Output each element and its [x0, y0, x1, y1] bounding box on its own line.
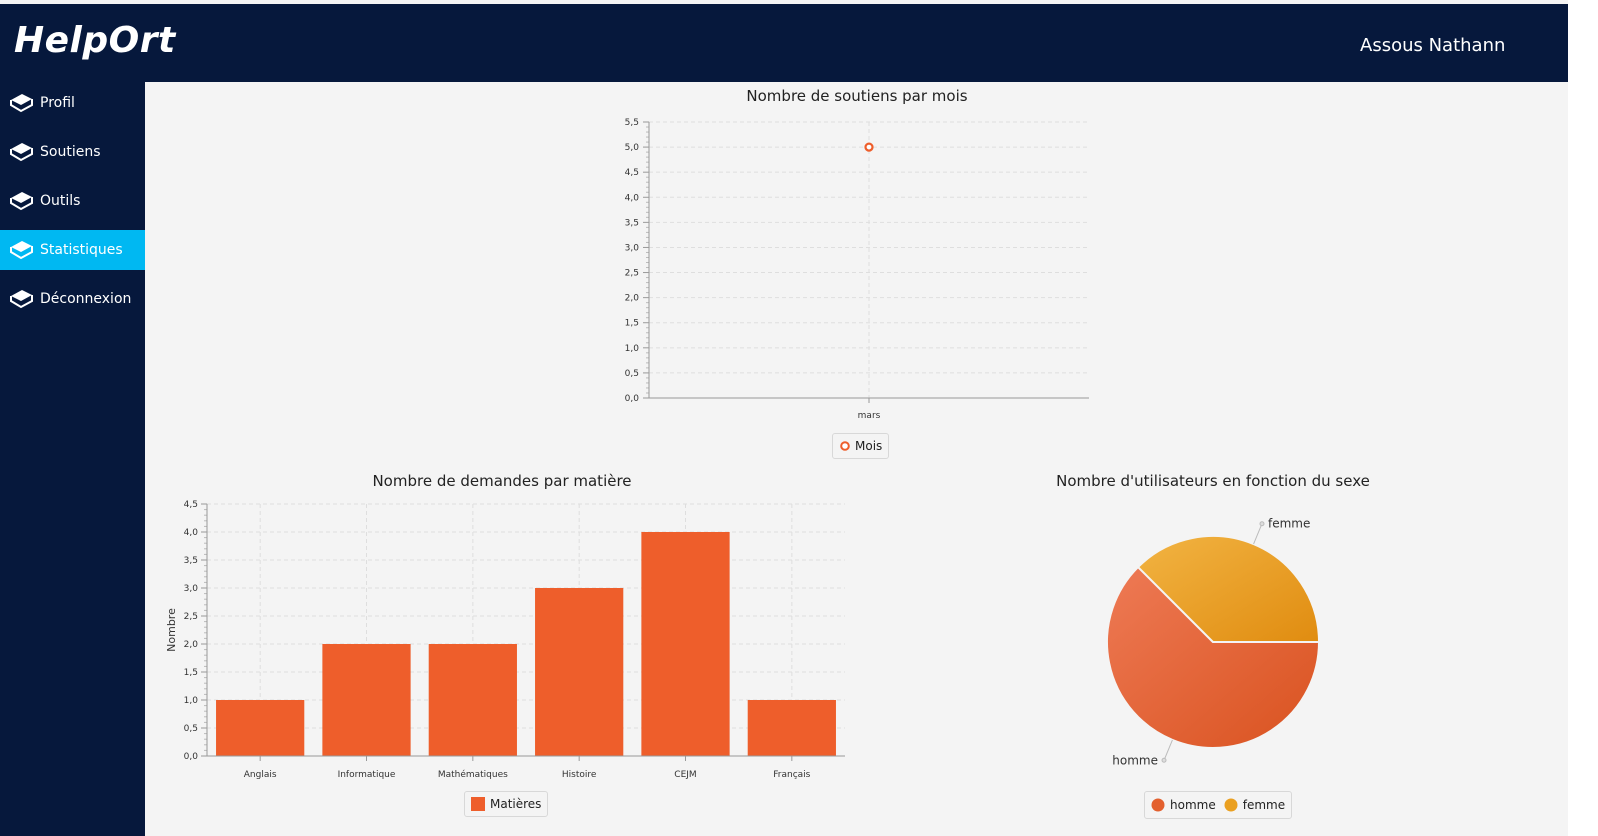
- pie-chart: homme femme: [1106, 517, 1321, 767]
- bar: [747, 700, 836, 756]
- y-tick-label: 4,0: [625, 193, 640, 203]
- pie-chart-title: Nombre d'utilisateurs en fonction du sex…: [1056, 472, 1370, 490]
- legend-swatch-homme-icon: [1151, 798, 1165, 812]
- y-tick-label: 1,5: [184, 668, 198, 678]
- y-tick-label: 1,0: [625, 344, 640, 354]
- sidebar-item-label: Profil: [40, 95, 75, 111]
- book-icon: [10, 290, 33, 309]
- statistics-panel: Nombre de soutiens par mois 0,0 0,5 1,0 1,5…: [145, 82, 1568, 836]
- y-tick-label: 2,0: [625, 294, 640, 304]
- x-tick-label: Mathématiques: [438, 769, 508, 780]
- y-axis-label: Nombre: [165, 608, 178, 652]
- pie-slice-homme: [1106, 565, 1321, 749]
- pie-label-line: [1253, 523, 1263, 545]
- x-tick-label: Français: [773, 770, 810, 780]
- bar: [428, 644, 517, 756]
- line-chart-legend: Mois: [832, 433, 890, 459]
- book-icon: [10, 241, 33, 260]
- data-point: [864, 142, 874, 152]
- book-icon: [10, 94, 33, 113]
- pie-slice-femme: [1136, 535, 1321, 643]
- sidebar-item-1[interactable]: Soutiens: [0, 132, 145, 172]
- y-tick-label: 3,0: [625, 243, 640, 253]
- y-tick-label: 0,0: [184, 752, 199, 762]
- x-tick-label: Informatique: [338, 770, 396, 780]
- bar: [641, 532, 730, 756]
- y-tick-label: 4,5: [625, 168, 639, 178]
- bar: [216, 700, 305, 756]
- sidebar-item-0[interactable]: Profil: [0, 83, 145, 123]
- y-tick-label: 4,0: [184, 528, 199, 538]
- user-name[interactable]: Assous Nathann: [1360, 35, 1506, 56]
- legend-label-femme: femme: [1242, 798, 1286, 812]
- legend-label: Mois: [855, 439, 883, 453]
- sidebar: Profil Soutiens Outils Statistiques Déconnex…: [0, 82, 145, 836]
- sidebar-item-label: Outils: [40, 193, 81, 209]
- legend-swatch-femme-icon: [1224, 798, 1238, 812]
- book-icon: [10, 143, 33, 162]
- legend-label-homme: homme: [1170, 798, 1216, 812]
- line-chart: 0,0 0,5 1,0 1,5 2,0 2,5 3,0 3,5 4,0 4,5 5,0 5,5 mars: [625, 118, 1089, 421]
- sidebar-item-label: Soutiens: [40, 144, 101, 160]
- y-tick-label: 3,5: [184, 556, 198, 566]
- y-tick-label: 3,5: [625, 218, 639, 228]
- pie-label-femme: femme: [1268, 517, 1310, 531]
- bar: [322, 644, 411, 756]
- y-tick-label: 1,0: [184, 696, 199, 706]
- bar-chart: 0,0 0,5 1,0 1,5 2,0 2,5 3,0 3,5 4,0 4,5 Nombre Angl…: [165, 500, 845, 780]
- y-tick-label: 5,5: [625, 118, 639, 128]
- pie-label-dot: [1259, 521, 1265, 527]
- bar: [535, 588, 624, 756]
- x-tick-label: Histoire: [562, 770, 597, 780]
- y-tick-label: 0,5: [184, 724, 198, 734]
- y-tick-label: 2,5: [184, 612, 198, 622]
- y-tick-label: 0,0: [625, 394, 640, 404]
- sidebar-item-3[interactable]: Statistiques: [0, 230, 145, 270]
- x-tick-label: mars: [858, 411, 881, 421]
- y-tick-label: 3,0: [184, 584, 199, 594]
- x-tick-label: Anglais: [244, 770, 277, 780]
- pie-label-homme: homme: [1112, 753, 1158, 767]
- sidebar-item-2[interactable]: Outils: [0, 181, 145, 221]
- y-tick-label: 2,5: [625, 269, 639, 279]
- sidebar-item-4[interactable]: Déconnexion: [0, 279, 145, 319]
- book-icon: [10, 192, 33, 211]
- bar-chart-title: Nombre de demandes par matière: [372, 472, 632, 490]
- app-logo: HelpOrt: [14, 20, 176, 61]
- top-header: HelpOrt Assous Nathann: [0, 4, 1568, 82]
- legend-swatch-icon: [471, 797, 485, 811]
- legend-marker-icon: [840, 441, 850, 451]
- y-tick-label: 4,5: [184, 500, 198, 510]
- pie-chart-legend: homme femme: [1144, 791, 1293, 819]
- legend-label: Matières: [490, 797, 542, 811]
- y-tick-label: 5,0: [625, 143, 640, 153]
- bar-chart-legend: Matières: [464, 791, 549, 817]
- window-right-edge: [1568, 0, 1598, 836]
- y-tick-label: 2,0: [184, 640, 199, 650]
- sidebar-item-label: Déconnexion: [40, 291, 132, 307]
- x-tick-label: CEJM: [674, 770, 696, 780]
- sidebar-item-label: Statistiques: [40, 242, 123, 258]
- y-tick-label: 0,5: [625, 369, 639, 379]
- pie-label-dot: [1161, 757, 1167, 763]
- line-chart-title: Nombre de soutiens par mois: [746, 87, 968, 105]
- y-tick-label: 1,5: [625, 319, 639, 329]
- pie-label-line: [1163, 739, 1173, 761]
